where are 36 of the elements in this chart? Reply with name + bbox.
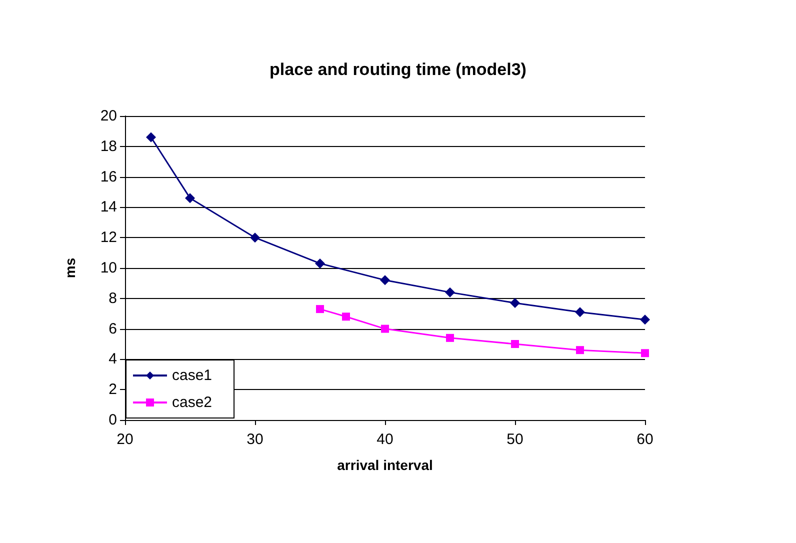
x-tick-label: 60	[636, 431, 654, 448]
y-tick-label: 14	[100, 198, 117, 216]
point	[380, 275, 390, 286]
y-tick-label: 8	[108, 290, 117, 307]
y-axis-title: ms	[62, 258, 78, 278]
point	[511, 340, 519, 348]
point	[185, 193, 195, 204]
point	[641, 349, 649, 358]
y-tick-label: 16	[100, 168, 117, 186]
y-tick-label: 6	[108, 320, 117, 338]
point	[576, 346, 584, 354]
y-tick-label: 10	[100, 260, 117, 276]
y-tick-label: 20	[100, 108, 117, 124]
point	[575, 307, 585, 318]
point	[640, 314, 650, 325]
point	[146, 132, 156, 142]
y-tick-label: 12	[100, 229, 117, 246]
point	[445, 287, 455, 298]
point	[342, 312, 350, 321]
point	[446, 334, 454, 342]
y-tick-label: 18	[100, 138, 117, 155]
y-tick-label: 4	[108, 350, 117, 368]
point	[510, 298, 520, 308]
point	[381, 324, 389, 333]
y-tick-label: 2	[108, 381, 117, 398]
x-tick-label: 30	[246, 431, 264, 448]
x-tick-label: 40	[376, 431, 394, 448]
x-tick-label: 50	[506, 431, 524, 448]
x-axis-title: arrival interval	[337, 457, 433, 473]
legend-label: case2	[172, 394, 212, 411]
point	[315, 258, 325, 268]
chart-title: place and routing time (model3)	[270, 60, 526, 79]
legend-label: case1	[172, 367, 212, 384]
point	[316, 305, 324, 314]
y-tick-label: 0	[108, 412, 117, 428]
point	[250, 232, 260, 243]
